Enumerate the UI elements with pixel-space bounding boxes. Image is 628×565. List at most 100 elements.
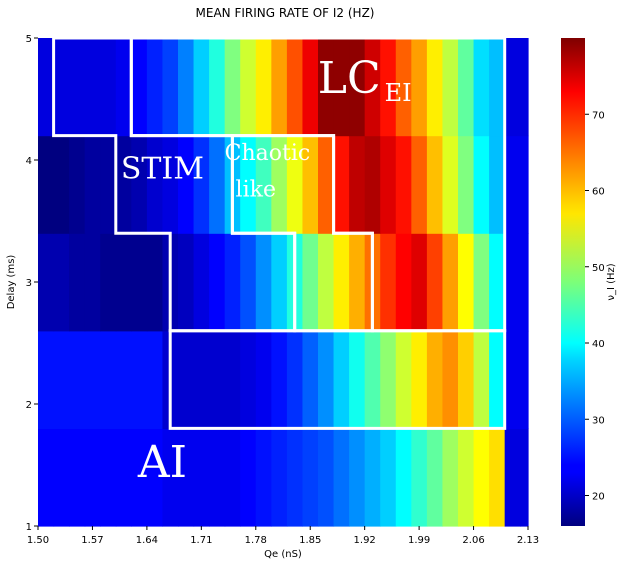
heatmap-cell (520, 38, 529, 137)
heatmap-cell (395, 233, 412, 332)
y-tick-label: 2 (26, 400, 32, 411)
x-tick-label: 1.71 (190, 535, 212, 546)
heatmap-cell (442, 135, 459, 234)
colorbar-tick-label: 50 (592, 263, 605, 274)
heatmap-cell (395, 38, 412, 137)
heatmap-cell (458, 135, 475, 234)
colorbar-tick-label: 60 (592, 187, 605, 198)
heatmap-cell (38, 38, 55, 137)
heatmap-cell (302, 330, 319, 429)
heatmap-cell (489, 135, 506, 234)
heatmap-cell (84, 135, 101, 234)
colorbar-label: ν_I (Hz) (606, 263, 617, 300)
heatmap-cell (193, 428, 210, 527)
heatmap-cell (162, 135, 179, 234)
heatmap-cell (302, 135, 319, 234)
heatmap-cell (209, 233, 226, 332)
heatmap-cell (240, 233, 257, 332)
heatmap-cell (53, 330, 70, 429)
heatmap-cell (318, 428, 335, 527)
heatmap-cell (411, 38, 428, 137)
heatmap-cell (100, 428, 117, 527)
heatmap-cell (240, 428, 257, 527)
heatmap-cell (209, 428, 226, 527)
heatmap-cell (84, 428, 101, 527)
heatmap-cell (38, 330, 55, 429)
region-label: STIM (121, 151, 204, 186)
heatmap-cell (178, 135, 195, 234)
heatmap-cell (53, 428, 70, 527)
x-tick-label: 1.50 (27, 535, 49, 546)
heatmap-cell (240, 135, 257, 234)
heatmap-cell (442, 428, 459, 527)
heatmap-cell (442, 330, 459, 429)
colorbar-gradient (561, 38, 585, 526)
heatmap-cell (209, 135, 226, 234)
x-tick-label: 2.13 (517, 535, 539, 546)
heatmap-cell (100, 38, 117, 137)
heatmap-cell (473, 233, 490, 332)
heatmap-cell (364, 428, 381, 527)
region-label-subscript: EI (385, 79, 412, 107)
heatmap-cell (146, 428, 164, 527)
heatmap-cell (69, 38, 86, 137)
heatmap-cell (162, 38, 179, 137)
heatmap-cell (271, 135, 288, 234)
heatmap-cell (271, 330, 288, 429)
heatmap-cell (426, 330, 444, 429)
heatmap-cell (520, 135, 529, 234)
x-tick-label: 1.78 (245, 535, 267, 546)
heatmap-cell (286, 38, 304, 137)
heatmap-cell (318, 135, 335, 234)
heatmap-cell (131, 428, 148, 527)
heatmap-cell (131, 38, 148, 137)
heatmap-cell (411, 428, 428, 527)
heatmap-cell (473, 135, 490, 234)
heatmap-cell (53, 38, 70, 137)
heatmap-cell (458, 330, 475, 429)
x-tick-label: 2.06 (462, 535, 484, 546)
y-axis-label: Delay (ms) (6, 255, 17, 310)
heatmap-cell (255, 233, 272, 332)
heatmap-cell (333, 135, 350, 234)
heatmap-cell (224, 38, 241, 137)
heatmap-cell (504, 330, 521, 429)
heatmap-cell (69, 135, 86, 234)
heatmap-cell (209, 38, 226, 137)
heatmap-cell (53, 233, 70, 332)
heatmap-cell (458, 233, 475, 332)
heatmap-cell (146, 330, 164, 429)
chart-title: MEAN FIRING RATE OF I2 (HZ) (196, 6, 375, 20)
heatmap-cell (349, 135, 366, 234)
heatmap-cell (38, 428, 55, 527)
heatmap-cell (224, 233, 241, 332)
heatmap-cell (380, 233, 397, 332)
colorbar-tick-label: 30 (592, 415, 605, 426)
heatmap-cell (84, 233, 101, 332)
x-axis: 1.50 1.57 1.64 1.71 1.78 1.85 1.92 1.99 2.06 2.13 (27, 526, 539, 546)
region-label: AI (137, 437, 187, 488)
heatmap-cell (489, 38, 506, 137)
heatmap-cell (504, 135, 521, 234)
heatmap-cell (69, 233, 86, 332)
heatmap-cell (395, 428, 412, 527)
heatmap-cell (504, 428, 521, 527)
heatmap-cell (271, 233, 288, 332)
colorbar-tick-label: 20 (592, 492, 605, 503)
x-tick-label: 1.92 (354, 535, 376, 546)
heatmap-cell (380, 428, 397, 527)
heatmap-cell (178, 38, 195, 137)
heatmap-cell (178, 428, 195, 527)
heatmap-cell (146, 38, 164, 137)
heatmap-cell (115, 135, 132, 234)
heatmap-cell (255, 135, 272, 234)
heatmap-cell (115, 330, 132, 429)
heatmap-cell (364, 330, 381, 429)
heatmap-cell (193, 38, 210, 137)
heatmap-cell (69, 428, 86, 527)
heatmap-cell (240, 330, 257, 429)
heatmap-cell (224, 330, 241, 429)
y-tick-label: 4 (26, 156, 32, 167)
region-boundary (129, 36, 507, 333)
heatmap-cell (520, 233, 529, 332)
